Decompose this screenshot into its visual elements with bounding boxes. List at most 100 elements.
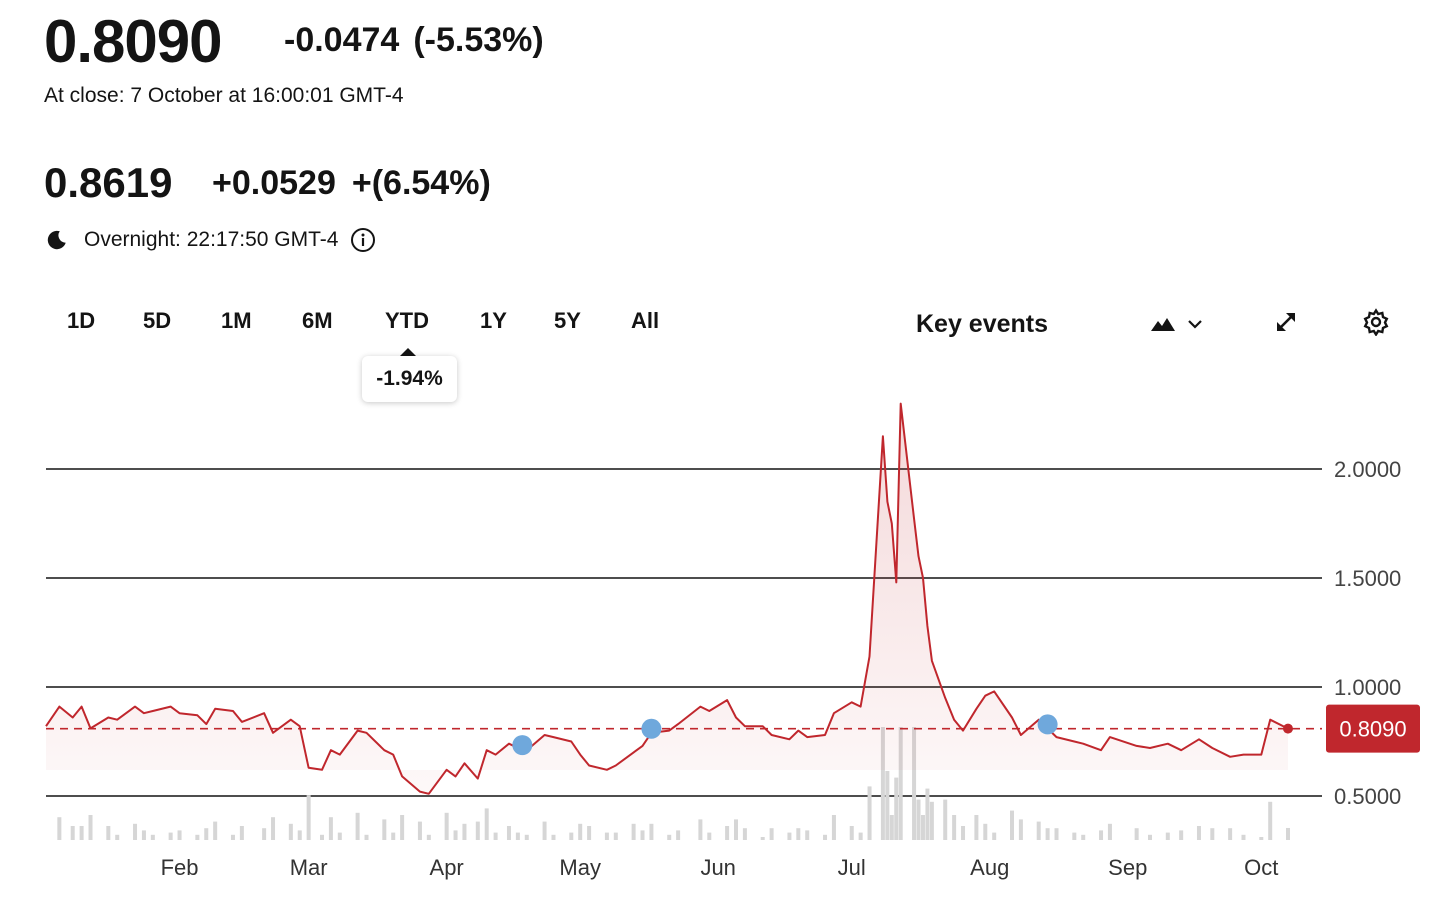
volume-bar xyxy=(1036,821,1041,840)
volume-bar xyxy=(355,812,360,840)
y-tick-label: 2.0000 xyxy=(1334,457,1401,482)
volume-bar xyxy=(649,823,654,840)
key-event-marker[interactable] xyxy=(1037,714,1058,735)
moon-icon xyxy=(47,230,66,250)
volume-bar xyxy=(391,832,396,840)
mountain-chart-icon xyxy=(1151,318,1175,331)
volume-bar xyxy=(141,830,146,840)
range-tab-1d[interactable]: 1D xyxy=(67,308,96,333)
volume-bar xyxy=(1241,834,1246,840)
volume-bar xyxy=(640,830,645,840)
volume-bar xyxy=(787,832,792,840)
volume-bar xyxy=(961,826,966,840)
volume-bar xyxy=(262,828,267,840)
volume-bar xyxy=(916,799,921,840)
range-tab-6m[interactable]: 6M xyxy=(302,308,333,333)
volume-bar xyxy=(760,837,765,840)
volume-bar xyxy=(1210,828,1215,840)
overnight-price: 0.8619 xyxy=(44,159,173,206)
volume-bar xyxy=(204,828,209,840)
tooltip-caret xyxy=(398,348,418,358)
overnight-timestamp: Overnight: 22:17:50 GMT-4 xyxy=(84,228,339,251)
volume-bar xyxy=(1259,837,1264,840)
volume-bar xyxy=(328,817,333,840)
chart-type-dropdown[interactable] xyxy=(1150,310,1210,338)
volume-bar xyxy=(195,834,200,840)
volume-bar xyxy=(177,830,182,840)
volume-bar xyxy=(271,817,276,840)
volume-bar xyxy=(725,826,730,840)
range-tab-1m[interactable]: 1M xyxy=(221,308,252,333)
volume-bar xyxy=(239,826,244,840)
volume-bar xyxy=(493,832,498,840)
volume-bar xyxy=(1134,828,1139,840)
key-event-marker[interactable] xyxy=(641,718,662,739)
volume-bar xyxy=(70,826,75,840)
x-tick-label: Aug xyxy=(970,855,1009,880)
x-tick-label: Jul xyxy=(838,855,866,880)
x-tick-label: Jun xyxy=(700,855,735,880)
volume-bar xyxy=(1107,823,1112,840)
gear-icon[interactable] xyxy=(1362,308,1390,336)
volume-bar xyxy=(506,826,511,840)
volume-bar xyxy=(106,826,111,840)
range-tab-5d[interactable]: 5D xyxy=(143,308,172,333)
x-tick-label: Oct xyxy=(1244,855,1278,880)
volume-bar xyxy=(1045,828,1050,840)
volume-bar xyxy=(230,834,235,840)
volume-bar xyxy=(742,828,747,840)
volume-bar xyxy=(88,815,93,840)
volume-bar xyxy=(1148,834,1152,840)
key-events-toggle[interactable]: Key events xyxy=(916,310,1049,338)
volume-bar xyxy=(1165,832,1170,840)
range-tab-all[interactable]: All xyxy=(631,308,660,333)
volume-bar xyxy=(453,830,458,840)
volume-bar xyxy=(1268,801,1273,840)
y-tick-label: 0.5000 xyxy=(1334,784,1401,809)
volume-bar xyxy=(1072,832,1077,840)
volume-bar xyxy=(337,832,342,840)
volume-bar xyxy=(912,727,917,840)
overnight-change-percent: +(6.54%) xyxy=(351,164,491,202)
chevron-down-icon xyxy=(1188,320,1202,329)
key-event-marker[interactable] xyxy=(512,735,533,756)
range-tab-1y[interactable]: 1Y xyxy=(480,308,507,333)
volume-bar xyxy=(400,815,405,840)
volume-bar xyxy=(676,830,681,840)
info-icon[interactable] xyxy=(350,227,376,253)
volume-bar xyxy=(929,801,934,840)
current-price-badge: 0.8090 xyxy=(1326,704,1420,753)
overnight-change: +0.0529 +(6.54%) xyxy=(212,160,491,206)
volume-bar xyxy=(831,815,836,840)
expand-icon[interactable] xyxy=(1273,309,1299,335)
volume-bar xyxy=(1179,830,1184,840)
volume-bar xyxy=(880,727,885,840)
volume-bar xyxy=(858,832,863,840)
range-tab-ytd[interactable]: YTD xyxy=(385,308,429,333)
volume-bar xyxy=(569,832,574,840)
volume-bar xyxy=(1099,830,1104,840)
volume-bar xyxy=(551,834,556,840)
y-tick-label: 1.0000 xyxy=(1334,675,1401,700)
price-change: -0.0474 (-5.53%) xyxy=(284,18,544,62)
volume-bar xyxy=(898,727,903,840)
range-tab-5y[interactable]: 5Y xyxy=(554,308,581,333)
x-tick-label: Sep xyxy=(1108,855,1147,880)
volume-bar xyxy=(306,795,311,840)
volume-bar xyxy=(613,832,618,840)
price-area-fill xyxy=(46,403,1288,794)
current-price-label: 0.8090 xyxy=(1339,717,1406,742)
volume-bar xyxy=(925,788,930,840)
volume-bar xyxy=(867,786,872,840)
volume-bar xyxy=(894,777,899,840)
volume-bar xyxy=(769,828,774,840)
price: 0.8090 xyxy=(44,8,223,75)
volume-bar xyxy=(515,832,520,840)
volume-bar xyxy=(1196,826,1201,840)
volume-bar xyxy=(587,826,592,840)
volume-bar xyxy=(364,834,369,840)
volume-bar xyxy=(1228,828,1233,840)
volume-bar xyxy=(885,771,890,840)
volume-bar xyxy=(150,834,155,840)
